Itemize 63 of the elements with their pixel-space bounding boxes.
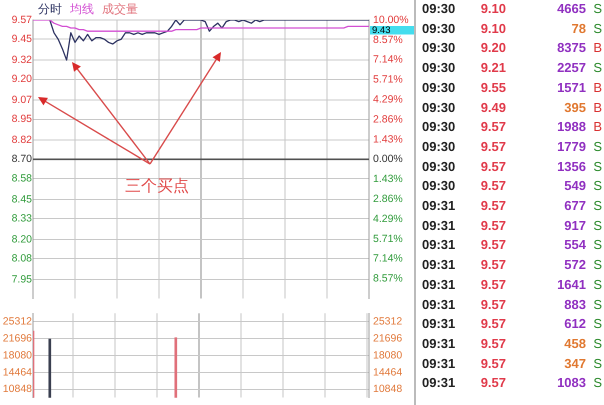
y-tick-label: 10848 (2, 383, 32, 396)
text: 成交量 (102, 2, 138, 16)
text: 09:31 9.57 1083 S (422, 375, 602, 390)
y2-tick-label: 1.43% (373, 173, 403, 186)
y-tick-label: 8.45 (12, 193, 32, 206)
y2-tick-label: 1.43% (373, 133, 403, 146)
text: 09:31 9.57 458 S (422, 336, 602, 351)
text: 9.43 (372, 25, 390, 36)
text: 09:30 9.57 549 S (422, 178, 602, 194)
series-label: 均线 (70, 2, 94, 16)
text: 09:30 9.20 8375 B (422, 40, 602, 56)
y-tick-label: 8.95 (12, 113, 32, 126)
text: 09:30 9.57 1356 S (422, 158, 602, 174)
y2-tick-label: 14464 (373, 366, 402, 378)
text: 09:31 9.57 347 S (422, 356, 602, 371)
text: 09:30 9.57 1988 B (422, 119, 602, 134)
y-tick-label: 9.57 (12, 14, 32, 26)
y-tick-label: 18080 (2, 349, 32, 362)
y-tick-label: 8.70 (12, 153, 32, 166)
y2-tick-label: 5.71% (373, 232, 403, 245)
text: 09:31 9.57 572 S (422, 257, 602, 272)
y-tick-label: 8.08 (12, 252, 32, 265)
y-tick-label: 25312 (2, 316, 32, 328)
text: 09:30 9.55 1571 B (422, 80, 602, 95)
y-tick-label: 14464 (2, 366, 32, 378)
y-tick-label: 9.45 (12, 33, 32, 46)
y2-tick-label: 4.29% (373, 213, 403, 226)
text: 09:30 9.21 2257 S (422, 60, 602, 76)
y-tick-label: 8.33 (12, 212, 32, 225)
y2-tick-label: 10.00% (373, 14, 409, 26)
y2-tick-label: 7.14% (373, 54, 403, 66)
y2-tick-label: 4.29% (373, 93, 403, 106)
y2-tick-label: 10848 (373, 383, 402, 396)
text: 09:31 9.57 1641 S (422, 276, 602, 292)
y-tick-label: 9.07 (12, 94, 32, 106)
y-tick-label: 7.95 (12, 273, 32, 286)
y-tick-label: 21696 (2, 332, 32, 345)
text: 09:30 9.10 4665 S (422, 1, 602, 16)
y2-tick-label: 7.14% (373, 252, 403, 265)
text: 09:31 9.57 917 S (422, 218, 602, 233)
y-tick-label: 9.20 (12, 73, 32, 86)
y2-tick-label: 18080 (373, 349, 402, 362)
y-tick-label: 9.32 (12, 54, 32, 66)
text: 09:30 9.10 78 S (422, 20, 602, 36)
text: 09:31 9.57 883 S (422, 296, 602, 312)
y-tick-label: 8.58 (12, 172, 32, 184)
y-tick-label: 8.82 (12, 134, 32, 146)
y2-tick-label: 0.00% (373, 153, 403, 166)
text: 09:31 9.57 677 S (422, 198, 602, 213)
y2-tick-label: 25312 (373, 316, 402, 328)
y2-tick-label: 8.57% (373, 34, 403, 46)
y2-tick-label: 8.57% (373, 272, 403, 285)
y2-tick-label: 2.86% (373, 193, 403, 206)
y2-tick-label: 5.71% (373, 74, 403, 86)
text: 09:30 9.57 1779 S (422, 138, 602, 154)
text: 09:31 9.57 554 S (422, 237, 602, 252)
y2-tick-label: 2.86% (373, 113, 403, 126)
y2-tick-label: 21696 (373, 332, 402, 345)
annotation: 三个买点 (125, 176, 189, 197)
series-label: 分时 (38, 2, 62, 16)
text: 09:31 9.57 612 S (422, 316, 602, 332)
text: 09:30 9.49 395 B (422, 100, 602, 114)
y-tick-label: 8.20 (12, 233, 32, 246)
